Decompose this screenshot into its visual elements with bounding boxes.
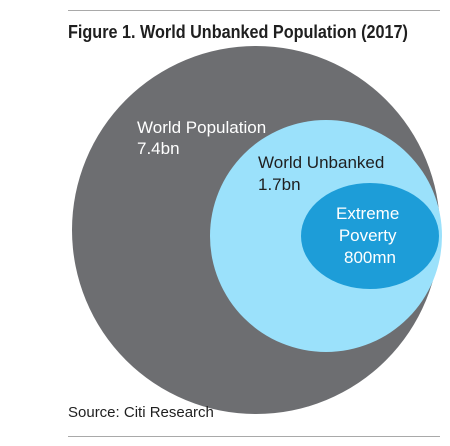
label-extreme-poverty: Extreme Poverty 800mn <box>336 204 404 267</box>
label-world-population-value: 7.4bn <box>137 139 180 158</box>
figure-title: Figure 1. World Unbanked Population (201… <box>68 22 408 42</box>
label-world-unbanked-name: World Unbanked <box>258 153 384 172</box>
label-world-population-name: World Population <box>137 118 266 137</box>
label-extreme-poverty-line2: Poverty <box>339 226 397 245</box>
label-world-unbanked: World Unbanked 1.7bn <box>258 153 389 194</box>
label-world-population: World Population 7.4bn <box>137 118 271 158</box>
source-note: Source: Citi Research <box>68 404 214 421</box>
circle-extreme-poverty <box>301 183 439 289</box>
label-world-unbanked-value: 1.7bn <box>258 175 301 194</box>
label-extreme-poverty-line1: Extreme <box>336 204 399 223</box>
label-extreme-poverty-value: 800mn <box>344 248 396 267</box>
bottom-rule <box>68 436 440 437</box>
top-rule <box>68 10 440 11</box>
